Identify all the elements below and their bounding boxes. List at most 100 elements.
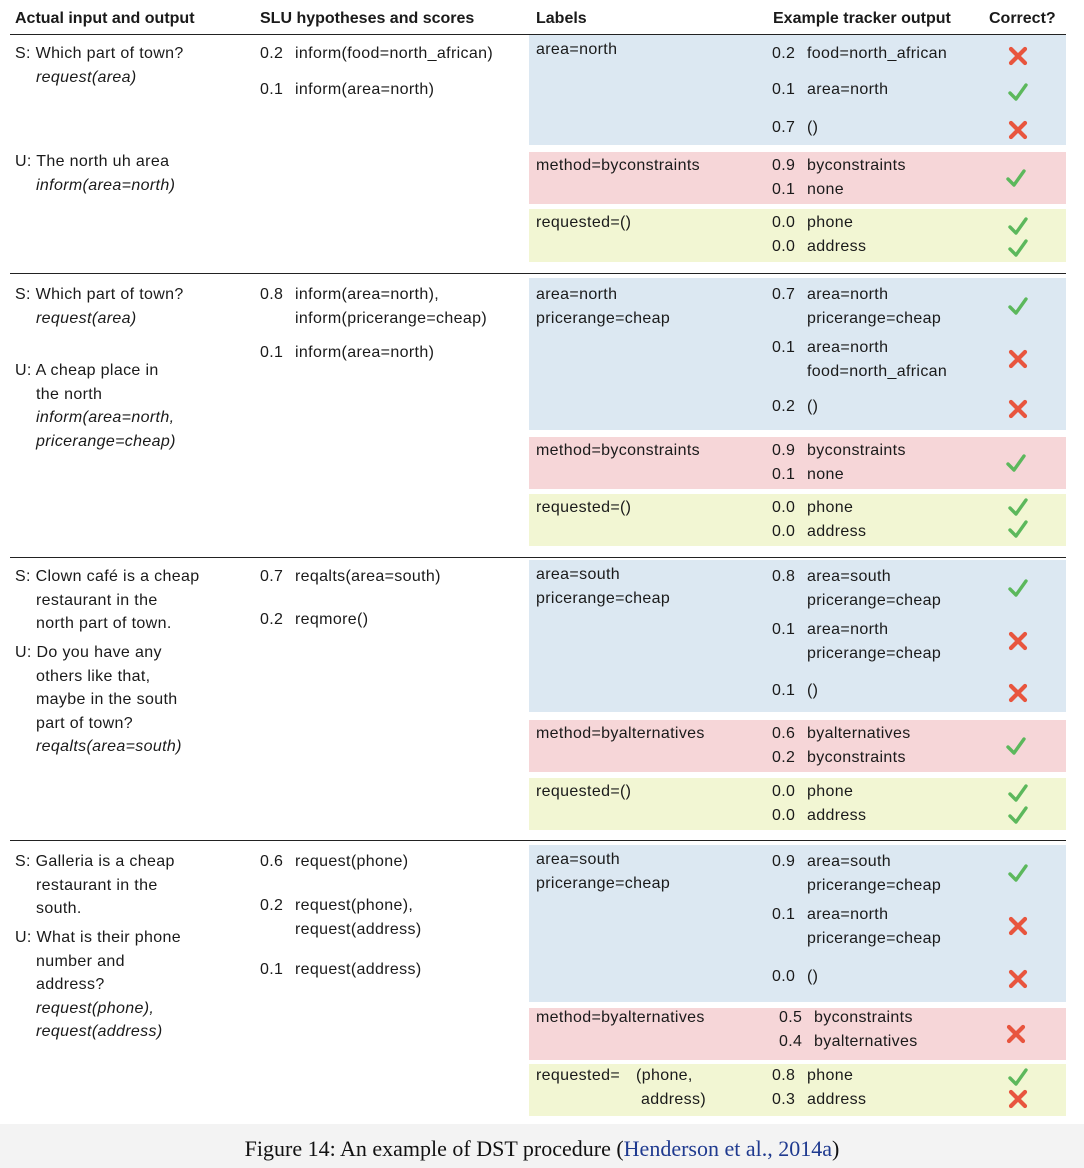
check-icon <box>1005 735 1027 757</box>
goal-hypothesis: () <box>807 965 818 989</box>
user-line: the north <box>36 385 103 403</box>
goal-hypothesis-line: area=north <box>807 339 889 356</box>
header-actual-io: Actual input and output <box>15 10 195 27</box>
system-utterance: S: Clown café is a cheap restaurant in th… <box>15 565 200 636</box>
header-slu: SLU hypotheses and scores <box>260 10 475 27</box>
user-utterance: U: The north uh area inform(area=north) <box>15 150 175 197</box>
cross-icon <box>1007 915 1029 937</box>
user-line: request(address) <box>36 1023 163 1040</box>
requested-label: requested=() <box>536 780 631 804</box>
user-line: part of town? <box>36 714 134 732</box>
goal-hypothesis-line: area=north <box>807 906 889 923</box>
method-value: byconstraints <box>814 1009 913 1026</box>
method-score: 0.5 <box>779 1009 803 1026</box>
slu-hypothesis: reqmore() <box>295 608 368 632</box>
goal-hypothesis-line: pricerange=cheap <box>807 876 942 894</box>
user-utterance: U: Do you have any others like that, maybe… <box>15 641 182 759</box>
slu-hypothesis-line: request(address) <box>295 961 422 978</box>
slu-score: 0.2 <box>260 45 284 62</box>
goal-score: 0.2 <box>772 398 796 415</box>
header-labels: Labels <box>536 10 587 27</box>
goal-label: area=north <box>536 38 617 62</box>
slu-score: 0.7 <box>260 568 284 585</box>
goal-score: 0.1 <box>772 906 796 923</box>
user-line: U: A cheap place in <box>15 362 159 379</box>
slu-hypothesis: inform(area=north), inform(pricerange=che… <box>295 283 487 330</box>
slu-hypothesis: request(address) <box>295 958 422 982</box>
user-line: request(phone), <box>36 999 155 1017</box>
goal-hypothesis-line: () <box>807 119 819 136</box>
requested-label-part: requested=() <box>536 214 632 231</box>
requested-value: phone <box>807 1067 854 1084</box>
goal-hypothesis: area=north food=north_african <box>807 336 947 383</box>
slu-hypothesis-line: request(address) <box>295 920 422 938</box>
goal-hypothesis-line: () <box>807 682 819 699</box>
requested-label-part: requested= <box>536 1067 621 1084</box>
goal-label-line: area=north <box>536 41 618 58</box>
check-icon <box>1007 782 1029 804</box>
caption-strip <box>0 1124 1084 1168</box>
slu-hypothesis-line: inform(pricerange=cheap) <box>295 309 488 327</box>
goal-hypothesis: area=south pricerange=cheap <box>807 565 941 612</box>
slu-hypothesis-line: reqmore() <box>295 611 369 628</box>
requested-label: requested= (phone, address) <box>536 1064 706 1111</box>
method-value: none <box>807 180 844 198</box>
caption-suffix: ) <box>832 1136 840 1161</box>
goal-score: 0.0 <box>772 968 796 985</box>
requested-value: address <box>807 237 867 255</box>
slu-score: 0.8 <box>260 286 284 303</box>
slu-score: 0.1 <box>260 961 284 978</box>
requested-score: 0.0 <box>772 499 796 516</box>
requested-label: requested=() <box>536 496 631 520</box>
user-line: U: The north uh area <box>15 153 170 170</box>
goal-hypothesis-line: food=north_african <box>807 45 948 62</box>
requested-score: 0.3 <box>772 1090 796 1108</box>
check-icon <box>1005 167 1027 189</box>
slu-hypothesis-line: request(phone) <box>295 853 409 870</box>
goal-hypothesis: () <box>807 679 818 703</box>
goal-label-line: area=north <box>536 286 618 303</box>
slu-score: 0.1 <box>260 344 284 361</box>
system-utterance: S: Galleria is a cheap restaurant in the s… <box>15 850 175 921</box>
user-line: address? <box>36 976 105 993</box>
goal-label: area=south pricerange=cheap <box>536 563 670 610</box>
goal-score: 0.7 <box>772 119 796 136</box>
user-line: U: Do you have any <box>15 644 162 661</box>
goal-label-line: area=south <box>536 851 621 868</box>
slu-hypothesis-line: reqalts(area=south) <box>295 568 441 585</box>
requested-band <box>529 778 1066 830</box>
method-score: 0.4 <box>779 1032 803 1050</box>
method-value: byconstraints <box>807 748 906 766</box>
slu-score: 0.6 <box>260 853 284 870</box>
requested-score: 0.8 <box>772 1067 796 1084</box>
check-icon <box>1005 452 1027 474</box>
user-line: number and <box>36 952 125 970</box>
method-score: 0.9 <box>772 157 796 174</box>
slu-hypothesis-line: inform(area=north) <box>295 344 435 361</box>
method-value: byconstraints <box>807 442 906 459</box>
goal-hypothesis-line: () <box>807 398 819 415</box>
method-score: 0.2 <box>772 748 796 766</box>
method-band <box>529 720 1066 772</box>
goal-label: area=north pricerange=cheap <box>536 283 670 330</box>
method-score: 0.9 <box>772 442 796 459</box>
method-band <box>529 437 1066 489</box>
goal-hypothesis: area=north <box>807 78 888 102</box>
slu-score: 0.2 <box>260 611 284 628</box>
system-line: S: Which part of town? <box>15 45 184 62</box>
requested-score: 0.0 <box>772 522 796 540</box>
check-icon <box>1007 237 1029 259</box>
method-score: 0.6 <box>772 725 796 742</box>
requested-value: address <box>807 806 867 824</box>
system-line: request(area) <box>36 309 137 327</box>
goal-hypothesis: () <box>807 395 818 419</box>
system-line: S: Galleria is a cheap <box>15 853 175 870</box>
goal-hypothesis-line: area=north <box>807 286 889 303</box>
goal-score: 0.7 <box>772 286 796 303</box>
caption-prefix: Figure 14: An example of DST procedure ( <box>244 1136 624 1161</box>
slu-hypothesis-line: inform(area=north), <box>295 286 440 303</box>
header-correct: Correct? <box>989 10 1056 27</box>
method-score: 0.1 <box>772 465 796 483</box>
goal-band <box>529 35 1066 145</box>
citation-link[interactable]: Henderson et al., 2014a <box>623 1136 832 1161</box>
